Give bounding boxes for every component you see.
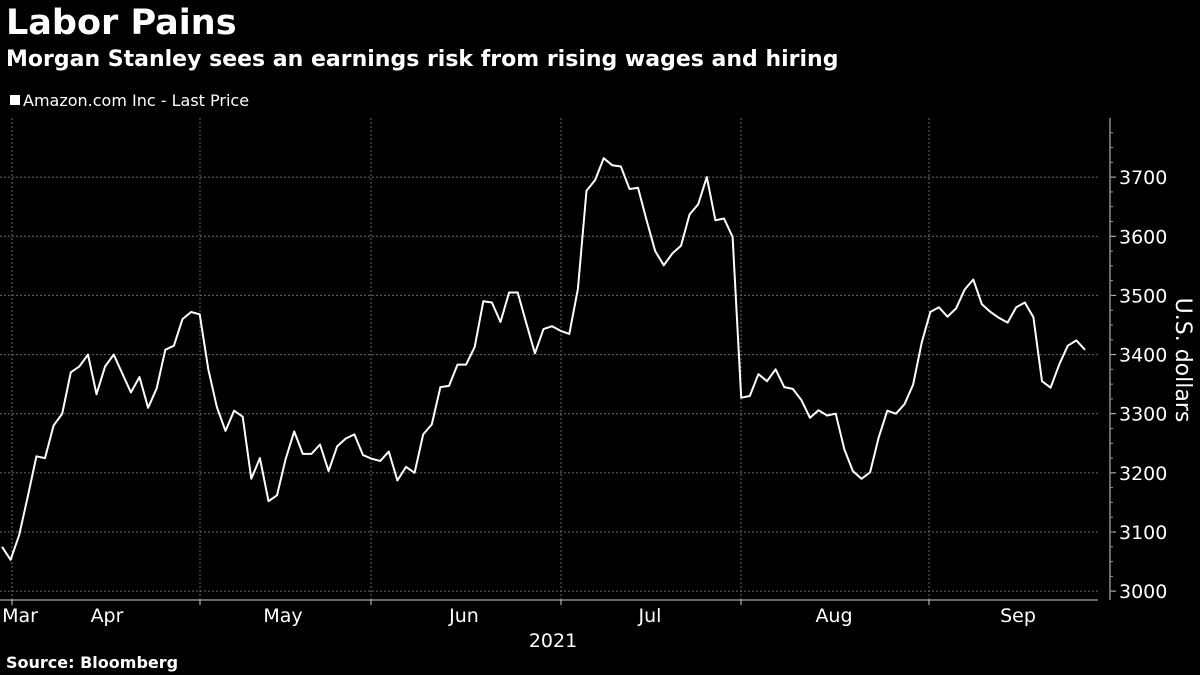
legend-swatch bbox=[10, 95, 20, 105]
x-tick-label: Jul bbox=[638, 605, 662, 627]
y-tick-label: 3600 bbox=[1119, 226, 1167, 248]
x-tick-label: May bbox=[263, 605, 302, 627]
series-area bbox=[1, 157, 1086, 561]
x-year-label: 2021 bbox=[529, 630, 577, 652]
x-tick-label: Apr bbox=[91, 605, 124, 627]
x-tick-label: Jun bbox=[448, 605, 479, 627]
y-tick-label: 3100 bbox=[1119, 522, 1167, 544]
series-line-amazon bbox=[1, 157, 1086, 561]
chart-subtitle: Morgan Stanley sees an earnings risk fro… bbox=[6, 47, 839, 72]
x-tick-label: Sep bbox=[1000, 605, 1036, 627]
y-tick-label: 3400 bbox=[1119, 345, 1167, 367]
y-tick-label: 3200 bbox=[1119, 463, 1167, 485]
source-note: Source: Bloomberg bbox=[6, 653, 179, 672]
axes bbox=[0, 118, 1116, 605]
x-tick-label: Mar bbox=[2, 605, 38, 627]
x-tick-label: Aug bbox=[815, 605, 852, 627]
y-tick-label: 3000 bbox=[1119, 581, 1167, 603]
tick-labels: 3000 3100 3200 3300 3400 3500 3600 3700 Mar Apr Ma… bbox=[2, 167, 1195, 652]
legend-label: Amazon.com Inc - Last Price bbox=[23, 91, 250, 110]
chart-title: Labor Pains bbox=[6, 3, 237, 43]
y-tick-label: 3500 bbox=[1119, 285, 1167, 307]
y-tick-label: 3700 bbox=[1119, 167, 1167, 189]
y-tick-label: 3300 bbox=[1119, 404, 1167, 426]
grid-lines bbox=[0, 118, 1098, 600]
legend: Amazon.com Inc - Last Price bbox=[10, 91, 249, 111]
y-axis-title: U.S. dollars bbox=[1170, 298, 1195, 423]
